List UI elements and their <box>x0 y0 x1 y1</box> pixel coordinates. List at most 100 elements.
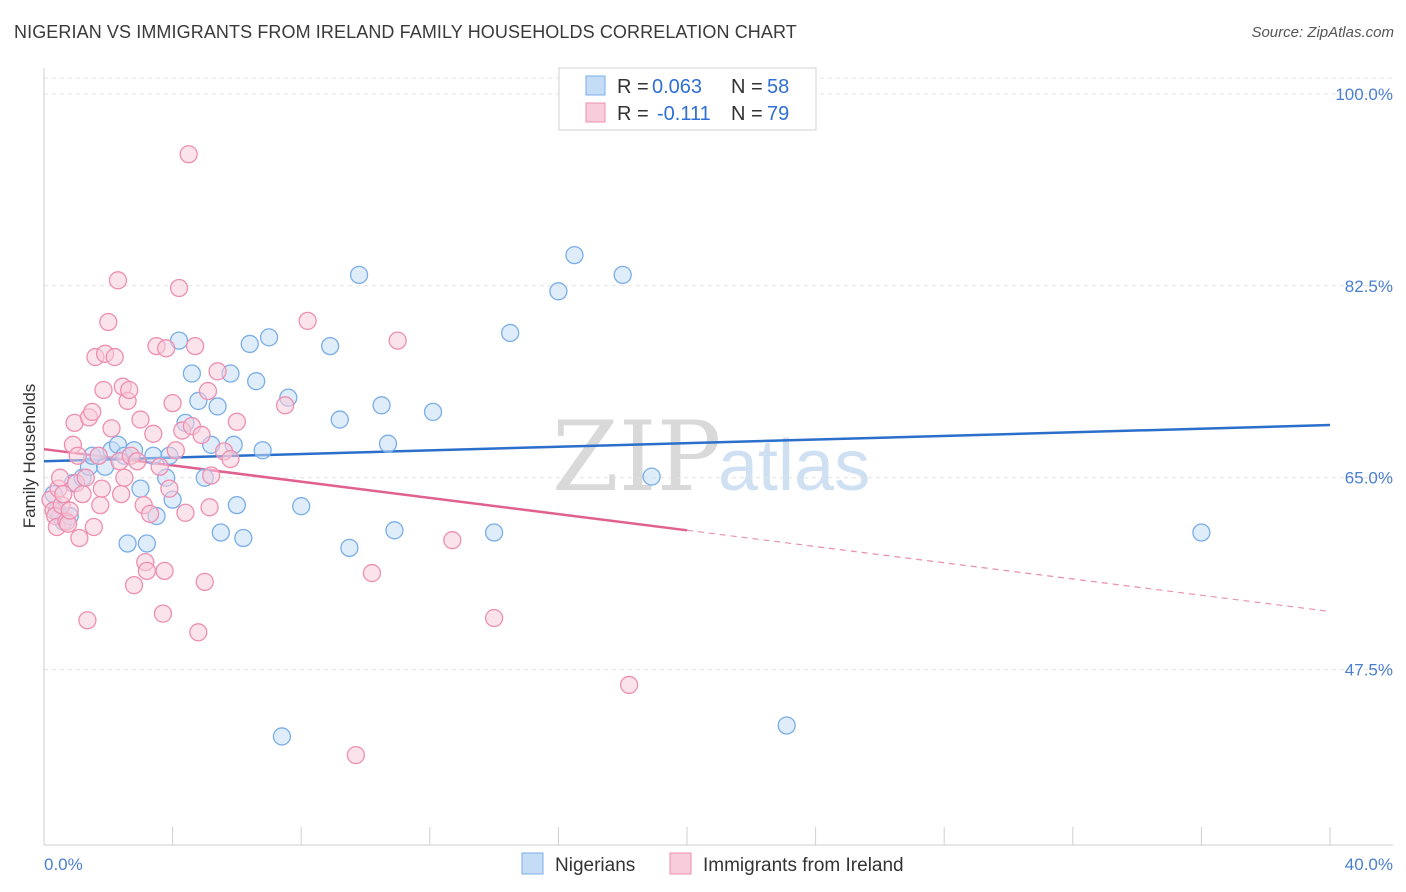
point-ireland <box>202 466 221 485</box>
point-ireland <box>120 380 139 400</box>
point-nigerians <box>378 434 398 453</box>
legend-n-label-2: N = <box>731 103 763 125</box>
legend-box: R = 0.063 N = 58 R = -0.111 N = 79 <box>558 67 817 131</box>
point-ireland <box>78 611 97 630</box>
legend-r-label-2: R = <box>617 103 649 125</box>
point-ireland <box>50 468 70 487</box>
point-nigerians <box>372 396 391 415</box>
legend-swatch-ireland <box>585 102 606 123</box>
point-ireland <box>137 561 157 581</box>
point-ireland <box>108 271 128 290</box>
legend-n-label-1: N = <box>731 76 763 98</box>
point-nigerians <box>330 410 349 429</box>
point-nigerians <box>385 521 404 540</box>
point-nigerians <box>423 402 443 422</box>
point-ireland <box>153 604 173 623</box>
point-ireland <box>166 441 185 460</box>
legend-n-value-1: 58 <box>767 76 789 98</box>
point-nigerians <box>253 441 272 460</box>
legend-r-value-2: -0.111 <box>657 103 711 125</box>
watermark: ZIP atlas <box>552 401 870 513</box>
bottom-legend-swatch-nigerians <box>521 852 544 875</box>
point-ireland <box>157 339 176 358</box>
point-ireland <box>150 457 169 476</box>
x-tick-min: 0.0% <box>44 855 83 874</box>
point-nigerians <box>131 479 150 498</box>
point-ireland <box>195 572 214 592</box>
legend-n-value-2: 79 <box>767 103 789 125</box>
bottom-legend-label-ireland: Immigrants from Ireland <box>703 855 904 876</box>
chart-title: NIGERIAN VS IMMIGRANTS FROM IRELAND FAMI… <box>14 22 797 42</box>
bottom-legend-label-nigerians: Nigerians <box>555 855 635 876</box>
point-nigerians <box>349 265 369 284</box>
point-ireland <box>169 278 189 298</box>
point-ireland <box>208 362 227 381</box>
point-nigerians <box>137 534 157 553</box>
y-axis-label: Family Households <box>20 384 39 529</box>
point-ireland <box>619 675 639 695</box>
point-ireland <box>388 331 407 350</box>
point-ireland <box>115 468 134 487</box>
point-nigerians <box>642 467 661 486</box>
point-ireland <box>298 311 317 331</box>
point-ireland <box>112 484 131 504</box>
point-nigerians <box>565 245 584 265</box>
point-nigerians <box>272 727 292 746</box>
point-ireland <box>140 504 160 524</box>
point-nigerians <box>240 334 259 354</box>
point-nigerians <box>208 397 227 416</box>
point-nigerians <box>501 323 520 343</box>
legend-r-value-1: 0.063 <box>652 76 702 98</box>
legend-swatch-nigerians <box>585 75 606 96</box>
point-nigerians <box>259 328 279 347</box>
bottom-legend-swatch-ireland <box>669 852 692 875</box>
point-ireland <box>163 393 182 413</box>
point-ireland <box>131 410 150 429</box>
point-ireland <box>105 347 124 367</box>
point-ireland <box>89 446 108 465</box>
point-nigerians <box>182 364 202 383</box>
point-ireland <box>84 517 103 537</box>
point-ireland <box>227 412 247 431</box>
point-ireland <box>346 745 366 765</box>
point-nigerians <box>211 523 230 542</box>
point-ireland <box>144 424 163 443</box>
grid-lines <box>44 77 1393 671</box>
point-ireland <box>60 501 79 520</box>
point-ireland <box>221 449 240 469</box>
bottom-legend: Nigerians Immigrants from Ireland <box>521 852 904 876</box>
point-ireland <box>70 528 89 548</box>
point-nigerians <box>777 716 796 735</box>
point-nigerians <box>118 534 137 553</box>
y-tick-label: 65.0% <box>1345 469 1393 488</box>
point-ireland <box>54 484 73 504</box>
point-ireland <box>484 608 504 628</box>
point-ireland <box>189 623 208 642</box>
point-ireland <box>83 402 102 422</box>
point-nigerians <box>234 528 253 548</box>
point-nigerians <box>227 495 247 515</box>
point-nigerians <box>549 282 568 301</box>
point-ireland <box>124 575 144 595</box>
axes: 100.0% 82.5% 65.0% 47.5% <box>43 68 1393 846</box>
legend-r-label-1: R = <box>617 76 649 98</box>
point-ireland <box>92 479 112 498</box>
point-ireland <box>91 495 110 515</box>
point-ireland <box>362 563 382 583</box>
point-ireland <box>94 380 113 400</box>
point-ireland <box>185 336 205 356</box>
point-ireland <box>76 468 95 487</box>
point-nigerians <box>247 372 266 391</box>
point-ireland <box>160 479 179 498</box>
y-tick-label: 47.5% <box>1345 661 1393 680</box>
point-ireland <box>128 452 147 471</box>
watermark-zip: ZIP <box>552 401 721 513</box>
point-ireland <box>99 312 118 332</box>
x-tick-max: 40.0% <box>1345 855 1393 874</box>
point-nigerians <box>292 497 311 516</box>
point-ireland <box>102 419 121 438</box>
y-tick-label: 100.0% <box>1335 85 1393 104</box>
point-nigerians <box>1192 523 1211 542</box>
point-ireland <box>179 145 198 164</box>
